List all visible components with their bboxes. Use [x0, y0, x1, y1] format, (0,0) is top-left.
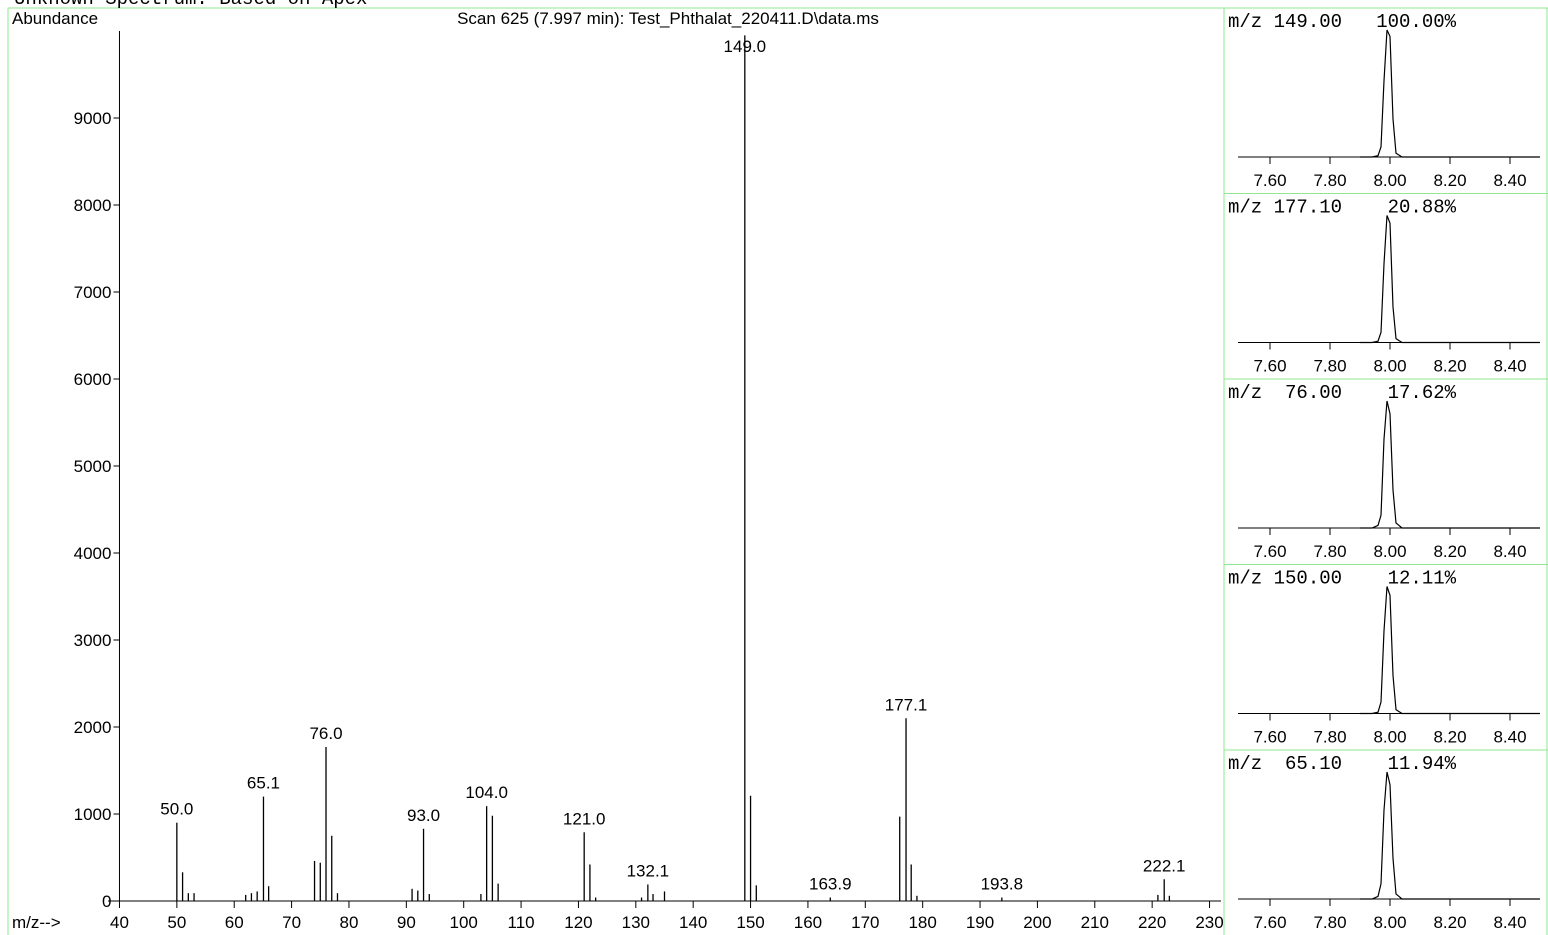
- panel-title: m/z 150.00 12.11%: [1228, 568, 1457, 590]
- y-tick-label: 2000: [74, 718, 112, 737]
- x-tick-label: 7.80: [1313, 357, 1346, 376]
- y-axis-label: Abundance: [12, 9, 98, 28]
- x-tick-label: 130: [622, 913, 650, 932]
- x-tick-label: 170: [851, 913, 879, 932]
- x-tick-label: 7.80: [1313, 171, 1346, 190]
- x-tick-label: 190: [966, 913, 994, 932]
- chart-title: Scan 625 (7.997 min): Test_Phthalat_2204…: [457, 9, 879, 28]
- x-tick-label: 50: [167, 913, 186, 932]
- x-tick-label: 200: [1023, 913, 1051, 932]
- x-tick-label: 7.60: [1253, 542, 1286, 561]
- y-tick-label: 9000: [74, 109, 112, 128]
- peak-label: 93.0: [407, 806, 440, 825]
- peak-label: 50.0: [160, 800, 193, 819]
- x-tick-label: 8.20: [1433, 171, 1466, 190]
- ion-chromatogram: [1360, 586, 1540, 715]
- x-tick-label: 90: [397, 913, 416, 932]
- x-tick-label: 8.00: [1373, 542, 1406, 561]
- y-tick-label: 1000: [74, 805, 112, 824]
- peak-label: 163.9: [809, 875, 852, 894]
- x-tick-label: 8.20: [1433, 357, 1466, 376]
- peak-label: 132.1: [627, 861, 670, 880]
- x-tick-label: 160: [794, 913, 822, 932]
- y-tick-label: 8000: [74, 196, 112, 215]
- x-tick-label: 7.60: [1253, 913, 1286, 932]
- y-tick-label: 7000: [74, 283, 112, 302]
- panel-title: m/z 65.10 11.94%: [1228, 753, 1457, 775]
- x-tick-label: 8.40: [1493, 913, 1526, 932]
- x-axis-label: m/z-->: [12, 913, 61, 932]
- x-tick-label: 230: [1195, 913, 1223, 932]
- y-tick-label: 5000: [74, 457, 112, 476]
- x-tick-label: 8.00: [1373, 357, 1406, 376]
- y-tick-label: 4000: [74, 544, 112, 563]
- x-tick-label: 8.00: [1373, 171, 1406, 190]
- x-tick-label: 8.00: [1373, 913, 1406, 932]
- panel-title: m/z 177.10 20.88%: [1228, 197, 1457, 219]
- x-tick-label: 180: [908, 913, 936, 932]
- peak-label: 222.1: [1143, 856, 1186, 875]
- x-tick-label: 70: [282, 913, 301, 932]
- x-tick-label: 8.00: [1373, 728, 1406, 747]
- x-tick-label: 7.80: [1313, 728, 1346, 747]
- x-tick-label: 8.20: [1433, 913, 1466, 932]
- x-tick-label: 120: [564, 913, 592, 932]
- x-tick-label: 7.60: [1253, 171, 1286, 190]
- x-tick-label: 7.80: [1313, 542, 1346, 561]
- peak-label: 76.0: [309, 724, 342, 743]
- x-tick-label: 150: [736, 913, 764, 932]
- peak-label: 104.0: [465, 783, 508, 802]
- x-tick-label: 7.60: [1253, 728, 1286, 747]
- peak-label: 121.0: [563, 809, 606, 828]
- y-tick-label: 0: [102, 892, 111, 911]
- x-tick-label: 110: [508, 913, 535, 932]
- x-tick-label: 60: [225, 913, 244, 932]
- x-tick-label: 8.40: [1493, 357, 1526, 376]
- ion-chromatogram: [1360, 215, 1540, 344]
- panel-title: m/z 149.00 100.00%: [1228, 11, 1457, 33]
- peak-label: 193.8: [981, 875, 1024, 894]
- ion-chromatogram: [1360, 771, 1540, 900]
- y-tick-label: 6000: [74, 370, 112, 389]
- x-tick-label: 7.60: [1253, 357, 1286, 376]
- x-tick-label: 8.40: [1493, 542, 1526, 561]
- peak-label: 149.0: [724, 37, 767, 56]
- suptitle: Unknown Spectrum: Based on Apex: [14, 0, 367, 10]
- peak-label: 177.1: [885, 695, 928, 714]
- y-tick-label: 3000: [74, 631, 112, 650]
- x-tick-label: 210: [1081, 913, 1109, 932]
- x-tick-label: 8.20: [1433, 542, 1466, 561]
- peak-label: 65.1: [247, 774, 280, 793]
- x-tick-label: 80: [339, 913, 358, 932]
- x-tick-label: 8.40: [1493, 728, 1526, 747]
- x-tick-label: 8.40: [1493, 171, 1526, 190]
- panel-title: m/z 76.00 17.62%: [1228, 382, 1457, 404]
- ion-chromatogram: [1360, 400, 1540, 529]
- x-tick-label: 8.20: [1433, 728, 1466, 747]
- ion-chromatogram: [1360, 29, 1540, 158]
- x-tick-label: 100: [450, 913, 478, 932]
- x-tick-label: 140: [679, 913, 707, 932]
- x-tick-label: 7.80: [1313, 913, 1346, 932]
- x-tick-label: 40: [110, 913, 129, 932]
- x-tick-label: 220: [1138, 913, 1166, 932]
